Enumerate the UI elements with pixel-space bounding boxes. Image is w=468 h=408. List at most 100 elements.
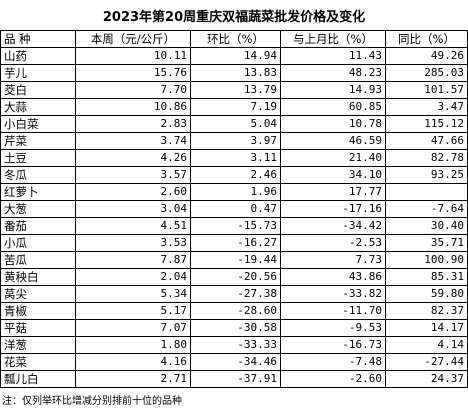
value-cell: -2.53 xyxy=(280,234,386,252)
table-row: 红萝卜 2.60 1.96 17.77 xyxy=(0,183,468,201)
value-cell: 10.11 xyxy=(75,47,191,65)
value-cell: 7.73 xyxy=(280,251,386,269)
table-row: 大葱 3.04 0.47 -17.16 -7.64 xyxy=(0,200,468,218)
value-cell: 4.14 xyxy=(385,336,468,354)
value-cell: -17.16 xyxy=(280,200,386,218)
value-cell: 3.53 xyxy=(75,234,191,252)
value-cell: 2.60 xyxy=(75,183,191,201)
variety-cell: 芋儿 xyxy=(0,64,76,82)
variety-cell: 大葱 xyxy=(0,200,76,218)
value-cell: -20.56 xyxy=(190,268,281,286)
price-table: 品 种本周（元/公斤） 环比（%） 与上月比（%） 同比（%） 山药 10.11 14.9… xyxy=(0,30,468,388)
table-row: 小瓜 3.53 -16.27 -2.53 35.71 xyxy=(0,234,468,252)
value-cell: 2.71 xyxy=(75,370,191,388)
variety-cell: 瓢儿白 xyxy=(0,370,76,388)
value-cell: 1.80 xyxy=(75,336,191,354)
value-cell: -19.44 xyxy=(190,251,281,269)
variety-cell: 黄秧白 xyxy=(0,268,76,286)
value-cell: 0.47 xyxy=(190,200,281,218)
value-cell: 2.83 xyxy=(75,115,191,133)
value-cell: 82.37 xyxy=(385,302,468,320)
value-cell: 46.59 xyxy=(280,132,386,150)
value-cell: -15.73 xyxy=(190,217,281,235)
variety-cell: 红萝卜 xyxy=(0,183,76,201)
variety-cell: 土豆 xyxy=(0,149,76,167)
variety-cell: 莴尖 xyxy=(0,285,76,303)
table-row: 花菜 4.16 -34.46 -7.48 -27.44 xyxy=(0,353,468,371)
value-cell: 115.12 xyxy=(385,115,468,133)
value-cell: 34.10 xyxy=(280,166,386,184)
value-cell: 35.71 xyxy=(385,234,468,252)
value-cell: 1.96 xyxy=(190,183,281,201)
value-cell: 3.11 xyxy=(190,149,281,167)
value-cell: 14.93 xyxy=(280,81,386,99)
value-cell: 5.04 xyxy=(190,115,281,133)
table-row: 莴尖 5.34 -27.38 -33.82 59.80 xyxy=(0,285,468,303)
column-header: 环比（%） xyxy=(190,30,281,48)
value-cell: 7.19 xyxy=(190,98,281,116)
value-cell: -27.38 xyxy=(190,285,281,303)
value-cell: 3.97 xyxy=(190,132,281,150)
value-cell: 3.74 xyxy=(75,132,191,150)
value-cell: 101.57 xyxy=(385,81,468,99)
value-cell: -7.48 xyxy=(280,353,386,371)
value-cell: 85.31 xyxy=(385,268,468,286)
value-cell: 7.07 xyxy=(75,319,191,337)
table-row: 冬瓜 3.57 2.46 34.10 93.25 xyxy=(0,166,468,184)
value-cell: 5.34 xyxy=(75,285,191,303)
value-cell: 2.46 xyxy=(190,166,281,184)
value-cell: -33.82 xyxy=(280,285,386,303)
table-row: 平菇 7.07 -30.58 -9.53 14.17 xyxy=(0,319,468,337)
variety-cell: 青椒 xyxy=(0,302,76,320)
header-row: 品 种本周（元/公斤） 环比（%） 与上月比（%） 同比（%） xyxy=(0,30,468,48)
table-row: 土豆 4.26 3.11 21.40 82.78 xyxy=(0,149,468,167)
value-cell: 4.51 xyxy=(75,217,191,235)
table-body: 山药 10.11 14.94 11.43 49.26 芋儿 15.76 13.83 48.23 2… xyxy=(0,47,468,388)
value-cell: 59.80 xyxy=(385,285,468,303)
value-cell: 3.57 xyxy=(75,166,191,184)
variety-cell: 大蒜 xyxy=(0,98,76,116)
value-cell: 15.76 xyxy=(75,64,191,82)
value-cell xyxy=(385,183,468,201)
value-cell: 60.85 xyxy=(280,98,386,116)
variety-cell: 花菜 xyxy=(0,353,76,371)
value-cell: -7.64 xyxy=(385,200,468,218)
variety-cell: 苦瓜 xyxy=(0,251,76,269)
table-row: 青椒 5.17 -28.60 -11.70 82.37 xyxy=(0,302,468,320)
value-cell: 10.86 xyxy=(75,98,191,116)
value-cell: 49.26 xyxy=(385,47,468,65)
table-row: 番茄 4.51 -15.73 -34.42 30.40 xyxy=(0,217,468,235)
table-row: 瓢儿白 2.71 -37.91 -2.60 24.37 xyxy=(0,370,468,388)
variety-cell: 平菇 xyxy=(0,319,76,337)
value-cell: 24.37 xyxy=(385,370,468,388)
value-cell: 5.17 xyxy=(75,302,191,320)
variety-cell: 山药 xyxy=(0,47,76,65)
value-cell: -28.60 xyxy=(190,302,281,320)
value-cell: 14.17 xyxy=(385,319,468,337)
value-cell: 4.26 xyxy=(75,149,191,167)
value-cell: 47.66 xyxy=(385,132,468,150)
value-cell: 14.94 xyxy=(190,47,281,65)
value-cell: -37.91 xyxy=(190,370,281,388)
table-row: 山药 10.11 14.94 11.43 49.26 xyxy=(0,47,468,65)
table-row: 小白菜 2.83 5.04 10.78 115.12 xyxy=(0,115,468,133)
variety-cell: 茭白 xyxy=(0,81,76,99)
variety-cell: 洋葱 xyxy=(0,336,76,354)
value-cell: 285.03 xyxy=(385,64,468,82)
value-cell: 17.77 xyxy=(280,183,386,201)
value-cell: 2.04 xyxy=(75,268,191,286)
value-cell: 82.78 xyxy=(385,149,468,167)
value-cell: 7.87 xyxy=(75,251,191,269)
value-cell: 21.40 xyxy=(280,149,386,167)
footnote: 注：仅列举环比增减分别排前十位的品种 xyxy=(2,396,182,407)
value-cell: -33.33 xyxy=(190,336,281,354)
column-header: 与上月比（%） xyxy=(280,30,386,48)
column-header: 同比（%） xyxy=(385,30,468,48)
value-cell: -34.42 xyxy=(280,217,386,235)
value-cell: 48.23 xyxy=(280,64,386,82)
variety-cell: 冬瓜 xyxy=(0,166,76,184)
variety-cell: 番茄 xyxy=(0,217,76,235)
value-cell: 11.43 xyxy=(280,47,386,65)
value-cell: 93.25 xyxy=(385,166,468,184)
table-row: 黄秧白 2.04 -20.56 43.86 85.31 xyxy=(0,268,468,286)
